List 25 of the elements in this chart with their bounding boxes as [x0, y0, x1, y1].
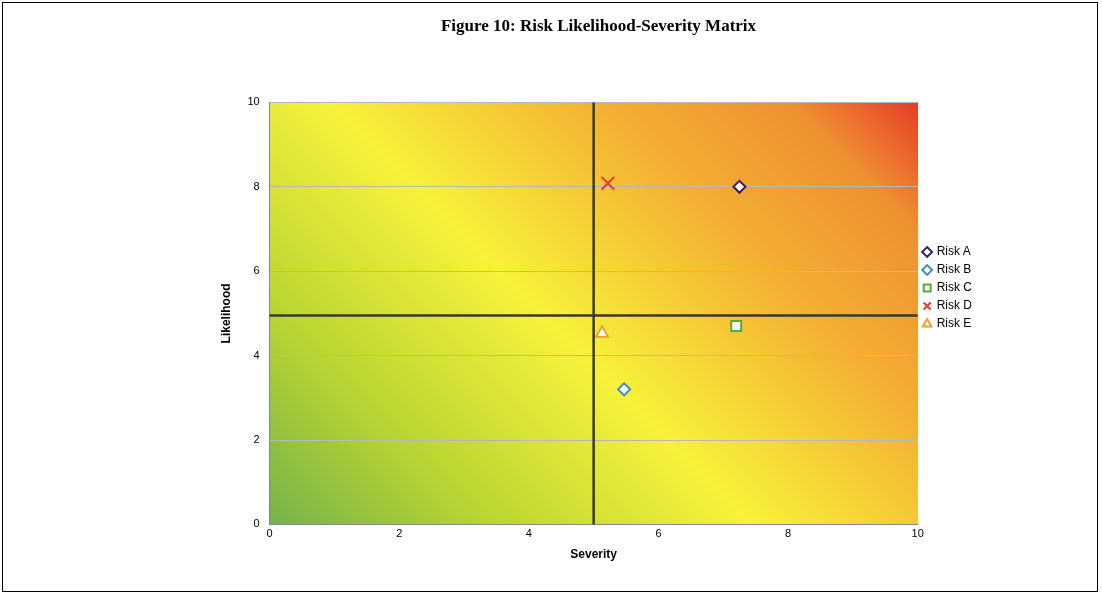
point — [600, 176, 616, 191]
x-tick-label: 8 — [785, 527, 792, 540]
x-axis-title: Severity — [570, 547, 618, 562]
point — [617, 382, 632, 397]
y-tick-label: 4 — [253, 348, 260, 361]
x-tick-label: 10 — [911, 527, 924, 540]
chart-title: Figure 10: Risk Likelihood-Severity Matrix — [440, 15, 757, 35]
legend-label: Risk C — [936, 280, 973, 295]
x-tick-label: 0 — [266, 527, 273, 540]
y-tick-label: 10 — [247, 95, 260, 108]
y-tick-label: 2 — [253, 433, 260, 446]
x-tick-label: 2 — [396, 527, 403, 540]
legend-label: Risk E — [936, 316, 972, 331]
y-tick-label: 6 — [253, 264, 260, 277]
legend-label: Risk D — [936, 298, 973, 313]
y-tick-label: 0 — [253, 517, 260, 530]
y-tick-label: 8 — [253, 179, 260, 192]
point — [730, 320, 743, 333]
point — [595, 325, 610, 338]
y-axis-title: Likelihood — [218, 283, 233, 344]
legend-label: Risk A — [936, 244, 971, 259]
x-tick-label: 4 — [525, 527, 532, 540]
x-tick-label: 6 — [655, 527, 662, 540]
legend-label: Risk B — [936, 262, 972, 277]
point — [732, 179, 747, 194]
